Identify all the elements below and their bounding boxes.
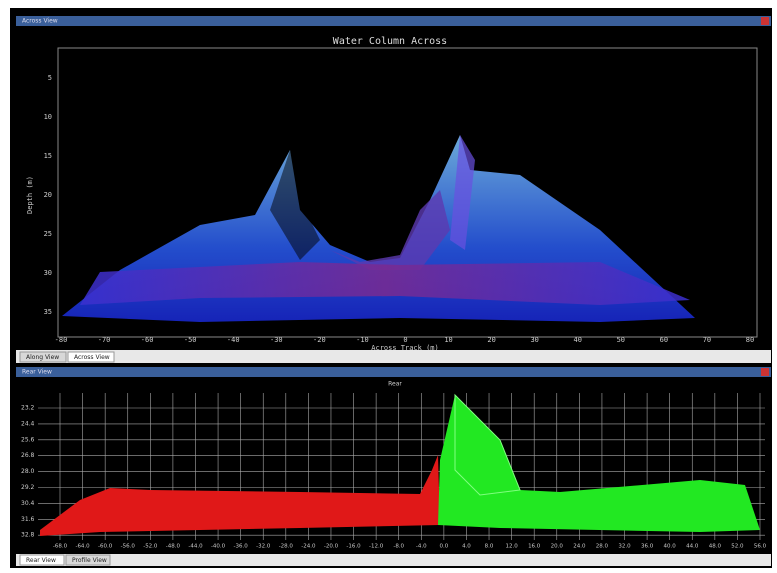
window-title: Across View	[22, 18, 58, 25]
x-tick-label: -70	[98, 336, 111, 344]
x-tick-label: -60.0	[98, 544, 113, 550]
x-tick-label: 52.0	[731, 544, 744, 550]
x-tick-label: 80	[746, 336, 754, 344]
y-tick-label: 31.6	[21, 516, 35, 523]
x-tick-label: -10	[356, 336, 369, 344]
x-tick-label: -40	[227, 336, 240, 344]
x-tick-label: 36.0	[641, 544, 654, 550]
close-button[interactable]	[761, 368, 769, 376]
tab-label[interactable]: Profile View	[72, 557, 107, 564]
x-tick-label: 16.0	[528, 544, 541, 550]
tab-label[interactable]: Rear View	[26, 557, 56, 564]
x-tick-label: -44.0	[188, 544, 203, 550]
x-tick-label: 60	[660, 336, 668, 344]
x-tick-label: -20	[313, 336, 326, 344]
close-button[interactable]	[761, 17, 769, 25]
y-tick-label: 23.2	[21, 405, 35, 412]
x-tick-label: 10	[444, 336, 452, 344]
x-tick-label: -56.0	[121, 544, 136, 550]
y-tick-label: 10	[44, 113, 52, 121]
x-tick-label: 8.0	[485, 544, 494, 550]
x-tick-label: -28.0	[279, 544, 294, 550]
x-tick-label: 40.0	[664, 544, 677, 550]
y-tick-label: 26.8	[21, 452, 35, 459]
x-tick-label: 30	[530, 336, 538, 344]
title-bar	[16, 16, 771, 26]
x-tick-label: 56.0	[754, 544, 767, 550]
x-tick-label: 24.0	[573, 544, 586, 550]
y-tick-label: 29.2	[21, 484, 35, 491]
x-tick-label: 50	[617, 336, 625, 344]
x-tick-label: 20.0	[551, 544, 564, 550]
x-tick-label: 0	[403, 336, 407, 344]
plot-title: Rear	[388, 381, 402, 388]
screenshot: Across View Water Column Across Depth (m…	[0, 0, 777, 573]
x-tick-label: -4.0	[416, 544, 427, 550]
x-tick-label: 40	[574, 336, 582, 344]
x-tick-label: -68.0	[53, 544, 68, 550]
x-tick-label: 44.0	[686, 544, 699, 550]
title-bar	[16, 367, 771, 377]
x-tick-label: 70	[703, 336, 711, 344]
tab-bar	[16, 350, 771, 363]
x-tick-label: -8.0	[393, 544, 404, 550]
x-tick-label: -64.0	[75, 544, 90, 550]
tab-bar	[16, 554, 771, 566]
y-tick-label: 5	[48, 74, 52, 82]
y-tick-label: 24.4	[21, 420, 35, 427]
x-tick-label: -30	[270, 336, 283, 344]
x-tick-label: -36.0	[234, 544, 249, 550]
plot-title: Water Column Across	[333, 36, 447, 47]
tab-label[interactable]: Along View	[26, 354, 59, 361]
x-tick-label: 0.0	[439, 544, 448, 550]
y-axis-label: Depth (m)	[26, 176, 34, 214]
x-tick-label: 4.0	[462, 544, 471, 550]
tab-label[interactable]: Across View	[74, 354, 110, 361]
x-tick-label: -48.0	[166, 544, 181, 550]
x-tick-label: 48.0	[709, 544, 722, 550]
y-tick-label: 30	[44, 269, 52, 277]
x-tick-label: -52.0	[143, 544, 158, 550]
x-tick-label: -60	[141, 336, 154, 344]
x-tick-label: -20.0	[324, 544, 339, 550]
x-tick-label: 32.0	[618, 544, 631, 550]
y-tick-label: 32.8	[21, 532, 35, 539]
x-tick-label: 28.0	[596, 544, 609, 550]
y-tick-label: 28.0	[21, 468, 35, 475]
y-tick-label: 25.6	[21, 436, 35, 443]
x-tick-label: -32.0	[256, 544, 271, 550]
y-tick-label: 20	[44, 191, 52, 199]
x-tick-label: -40.0	[211, 544, 226, 550]
x-tick-label: 12.0	[505, 544, 518, 550]
y-tick-label: 35	[44, 308, 52, 316]
x-tick-label: -80	[55, 336, 68, 344]
y-tick-label: 25	[44, 230, 52, 238]
x-tick-label: -24.0	[301, 544, 316, 550]
y-tick-label: 15	[44, 152, 52, 160]
x-tick-label: -16.0	[346, 544, 361, 550]
y-tick-label: 30.4	[21, 500, 35, 507]
x-tick-label: -12.0	[369, 544, 384, 550]
x-tick-label: -50	[184, 336, 197, 344]
x-tick-label: 20	[487, 336, 495, 344]
window-title: Rear View	[22, 369, 52, 376]
